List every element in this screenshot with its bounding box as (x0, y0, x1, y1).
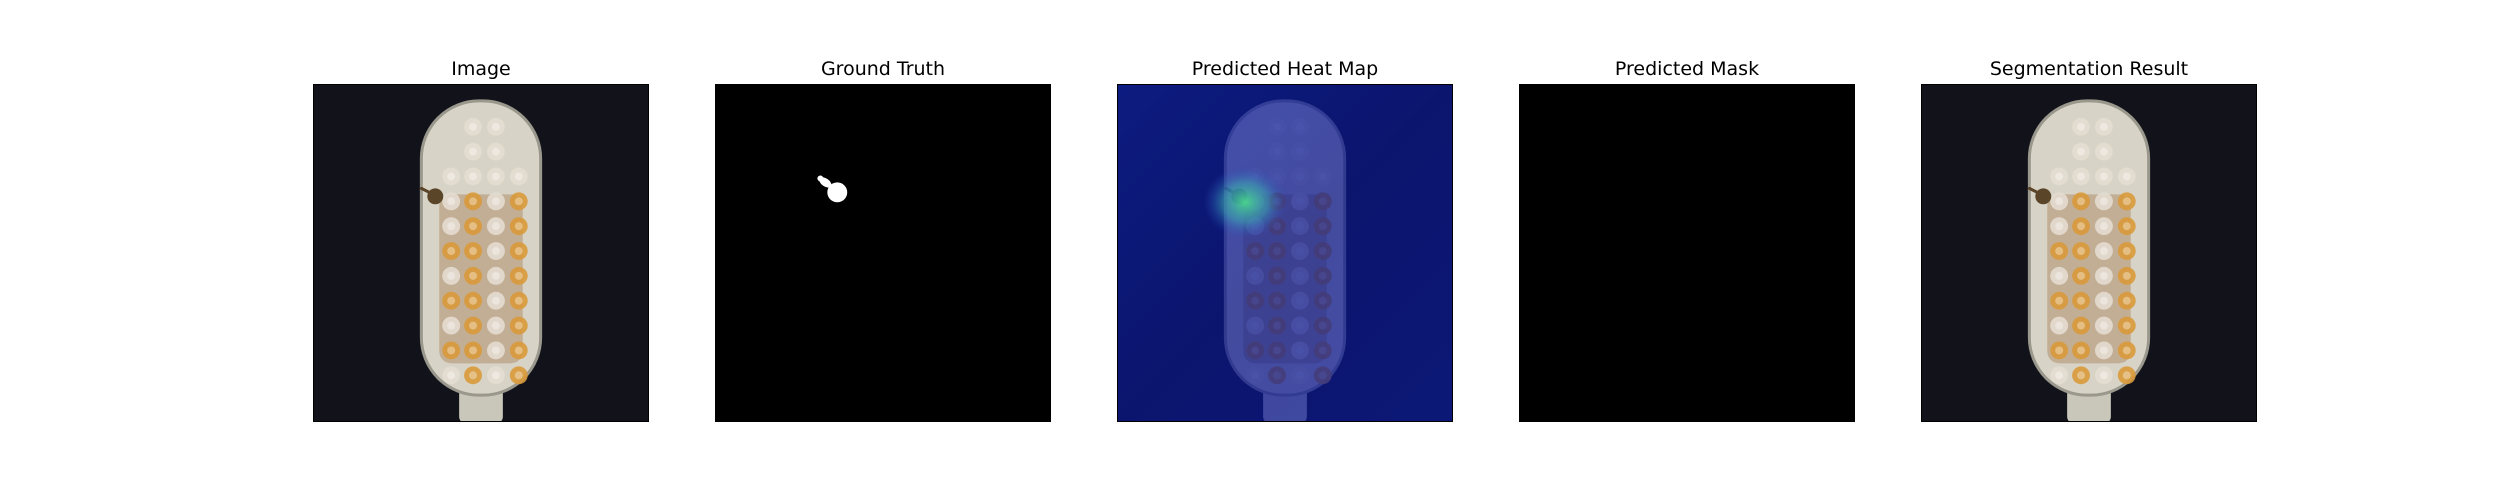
heat-hotspot (1203, 166, 1287, 239)
panel-title-predicted-mask: Predicted Mask (1614, 58, 1760, 80)
panel-title-segmentation: Segmentation Result (1989, 58, 2189, 80)
panel-segmentation: Segmentation Result (1921, 0, 2257, 500)
panel-predicted-mask: Predicted Mask (1519, 0, 1855, 500)
panel-title-ground-truth: Ground Truth (820, 58, 946, 80)
segmentation-image (1921, 84, 2257, 422)
mask-background (716, 85, 1050, 421)
panel-ground-truth: Ground Truth (715, 0, 1051, 500)
predicted-mask-image (1519, 84, 1855, 422)
panel-title-heat-map: Predicted Heat Map (1191, 58, 1379, 80)
ground-truth-mask (715, 84, 1051, 422)
brush-render (314, 85, 648, 421)
panel-title-image: Image (451, 58, 511, 80)
heat-map-image (1117, 84, 1453, 422)
toothbrush-image (313, 84, 649, 422)
brush-render (1922, 85, 2256, 421)
panel-image: Image (313, 0, 649, 500)
defect-region (817, 175, 848, 203)
panel-heat-map: Predicted Heat Map (1117, 0, 1453, 500)
mask-background (1520, 85, 1854, 421)
heat-overlay (1118, 85, 1452, 421)
